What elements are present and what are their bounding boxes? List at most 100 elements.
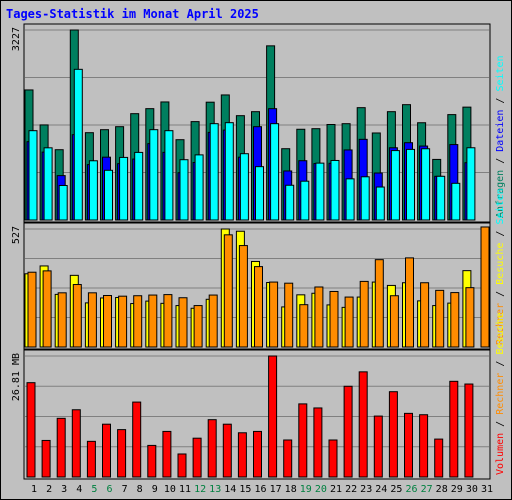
bar-seiten-19 (300, 180, 310, 221)
bar-rechner-30 (465, 287, 475, 348)
bars-layer (24, 29, 490, 478)
legend-0-item-4: Seiten (495, 55, 506, 97)
day-label-26: 26 (405, 484, 417, 495)
legend-2-item-2: Rechner (495, 373, 506, 421)
bar-rechner-29 (450, 292, 460, 348)
bar-rechner-20 (314, 286, 324, 348)
bar-rechner-25 (389, 295, 399, 348)
bar-seiten-18 (285, 184, 295, 221)
day-label-6: 6 (106, 484, 112, 495)
bar-seiten-7 (119, 156, 129, 221)
bar-volumen-13 (207, 419, 217, 478)
legend-0-item-0: Anfragen (495, 170, 506, 218)
day-label-20: 20 (315, 484, 327, 495)
legend-1-item-4: Seiten (495, 188, 506, 230)
bar-rechner-11 (178, 297, 188, 348)
bar-volumen-25 (388, 391, 398, 478)
day-label-15: 15 (239, 484, 251, 495)
bar-seiten-14 (224, 122, 234, 221)
legend-1: Rechner / Besuche / Seiten (495, 188, 506, 345)
day-label-21: 21 (330, 484, 342, 495)
bar-volumen-30 (464, 383, 474, 478)
bar-volumen-16 (253, 430, 262, 478)
bar-rechner-1 (27, 271, 37, 348)
y-max-label-1: 527 (11, 226, 22, 244)
day-label-25: 25 (390, 484, 402, 495)
bar-seiten-4 (73, 68, 83, 221)
day-label-12: 12 (194, 484, 206, 495)
bar-volumen-22 (343, 385, 353, 478)
day-label-24: 24 (375, 484, 387, 495)
bar-volumen-3 (56, 417, 66, 478)
chart-title: Tages-Statistik im Monat April 2025 (6, 7, 259, 21)
bar-volumen-7 (117, 429, 127, 478)
legend-2-item-3: / (495, 361, 506, 373)
bar-rechner-27 (420, 282, 430, 348)
bar-volumen-17 (268, 355, 278, 478)
day-label-28: 28 (436, 484, 448, 495)
bar-volumen-20 (313, 407, 323, 478)
bar-seiten-2 (43, 147, 53, 221)
legend-0-item-1: / (495, 158, 506, 170)
day-label-9: 9 (152, 484, 158, 495)
bar-volumen-4 (71, 409, 81, 478)
bar-seiten-30 (466, 147, 476, 221)
legend-1-item-1: / (495, 291, 506, 303)
legend-2: Volumen / Rechner / Besuche (495, 312, 506, 475)
y-max-label-2: 26.81 MB (11, 353, 22, 401)
day-label-29: 29 (451, 484, 463, 495)
day-label-10: 10 (164, 484, 176, 495)
bar-rechner-26 (405, 257, 414, 348)
bar-rechner-18 (284, 282, 294, 348)
legend-1-item-3: / (495, 231, 506, 243)
legend-0: Anfragen / Dateien / Seiten (495, 55, 506, 218)
bar-seiten-22 (345, 178, 355, 221)
bar-volumen-14 (222, 423, 232, 478)
day-label-27: 27 (421, 484, 433, 495)
bar-rechner-3 (57, 292, 67, 348)
day-label-4: 4 (76, 484, 82, 495)
legend-2-item-4: Besuche (495, 312, 506, 360)
bar-volumen-23 (358, 371, 368, 478)
bar-seiten-24 (375, 186, 385, 221)
legend-2-item-0: Volumen (495, 433, 506, 475)
bar-seiten-12 (194, 154, 204, 221)
day-label-7: 7 (122, 484, 128, 495)
bar-rechner-31 (480, 226, 490, 348)
bar-rechner-22 (344, 296, 354, 348)
bar-rechner-17 (269, 281, 279, 348)
bar-rechner-4 (72, 284, 82, 348)
bar-rechner-5 (87, 292, 97, 348)
y-max-label-0: 3227 (11, 27, 22, 51)
bar-seiten-26 (406, 148, 415, 221)
bar-volumen-9 (147, 444, 157, 478)
day-label-18: 18 (285, 484, 297, 495)
legend-0-item-3: / (495, 98, 506, 110)
bar-rechner-6 (103, 295, 112, 348)
bar-seiten-11 (179, 159, 189, 221)
bar-volumen-1 (26, 382, 36, 478)
bar-rechner-24 (374, 259, 384, 348)
legend-0-item-2: Dateien (495, 110, 506, 158)
legend-2-item-1: / (495, 421, 506, 433)
bar-seiten-16 (255, 166, 264, 221)
bar-rechner-2 (42, 270, 52, 348)
day-label-3: 3 (61, 484, 67, 495)
day-label-23: 23 (360, 484, 372, 495)
bar-rechner-14 (223, 234, 233, 348)
bar-seiten-8 (134, 151, 144, 221)
bar-rechner-28 (435, 289, 445, 348)
day-label-5: 5 (91, 484, 97, 495)
day-label-31: 31 (481, 484, 493, 495)
bar-volumen-5 (86, 440, 96, 478)
day-label-22: 22 (345, 484, 357, 495)
bar-rechner-19 (299, 304, 309, 348)
bar-seiten-27 (421, 148, 431, 221)
bar-volumen-18 (283, 439, 293, 478)
day-label-16: 16 (254, 484, 266, 495)
bar-volumen-11 (177, 453, 187, 478)
bar-volumen-24 (373, 415, 383, 478)
